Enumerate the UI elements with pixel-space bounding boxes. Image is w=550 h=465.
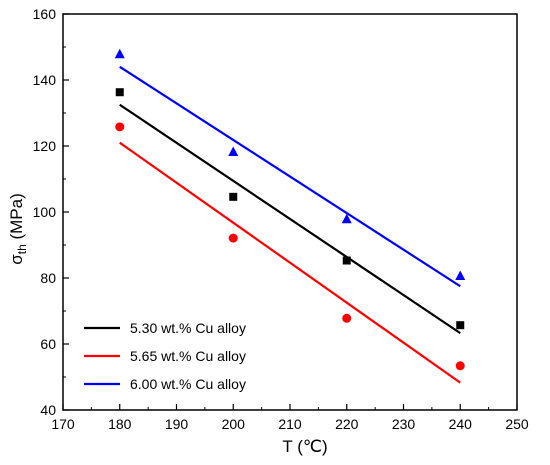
- legend-label: 6.00 wt.% Cu alloy: [130, 376, 246, 392]
- x-axis: 170 180 190 200 210 220 230 240 250: [51, 404, 529, 432]
- y-tick-label: 120: [33, 138, 57, 154]
- data-point: [341, 213, 352, 224]
- fit-line: [119, 65, 461, 288]
- data-point: [455, 270, 466, 281]
- legend-label: 5.65 wt.% Cu alloy: [130, 348, 246, 364]
- x-tick-label: 200: [222, 416, 246, 432]
- y-tick-label: 60: [40, 336, 56, 352]
- data-point: [342, 313, 352, 323]
- data-markers: [114, 48, 466, 371]
- y-tick-label: 80: [40, 270, 56, 286]
- legend-label: 5.30 wt.% Cu alloy: [130, 320, 246, 336]
- y-tick-label: 100: [33, 204, 57, 220]
- y-axis-label: σth (MPa): [7, 193, 29, 265]
- data-point: [456, 321, 465, 330]
- y-axis-label-symbol: σ: [7, 254, 26, 265]
- y-axis-label-subscript: th: [15, 244, 29, 254]
- legend: 5.30 wt.% Cu alloy 5.65 wt.% Cu alloy 6.00…: [84, 320, 246, 392]
- x-axis-label: T (℃): [282, 437, 327, 456]
- data-point: [115, 88, 124, 97]
- x-tick-label: 240: [449, 416, 473, 432]
- x-tick-label: 170: [51, 416, 75, 432]
- fit-line: [119, 103, 461, 335]
- y-tick-label: 140: [33, 72, 57, 88]
- x-tick-label: 210: [278, 416, 302, 432]
- fit-lines: [119, 65, 461, 384]
- data-point: [455, 361, 465, 371]
- data-point: [228, 146, 239, 156]
- x-tick-label: 250: [505, 416, 529, 432]
- data-point: [229, 192, 238, 201]
- x-tick-label: 230: [392, 416, 416, 432]
- y-tick-label: 160: [33, 6, 57, 22]
- x-tick-label: 190: [165, 416, 189, 432]
- data-point: [115, 122, 125, 132]
- data-point: [114, 48, 125, 59]
- data-point: [342, 256, 351, 265]
- x-tick-label: 220: [335, 416, 359, 432]
- fit-line: [119, 141, 461, 384]
- y-axis-label-unit: (MPa): [7, 193, 26, 244]
- y-axis: 40 60 80 100 120 140 160: [33, 6, 69, 418]
- data-point: [228, 233, 238, 243]
- y-tick-label: 40: [40, 402, 56, 418]
- x-tick-label: 180: [108, 416, 132, 432]
